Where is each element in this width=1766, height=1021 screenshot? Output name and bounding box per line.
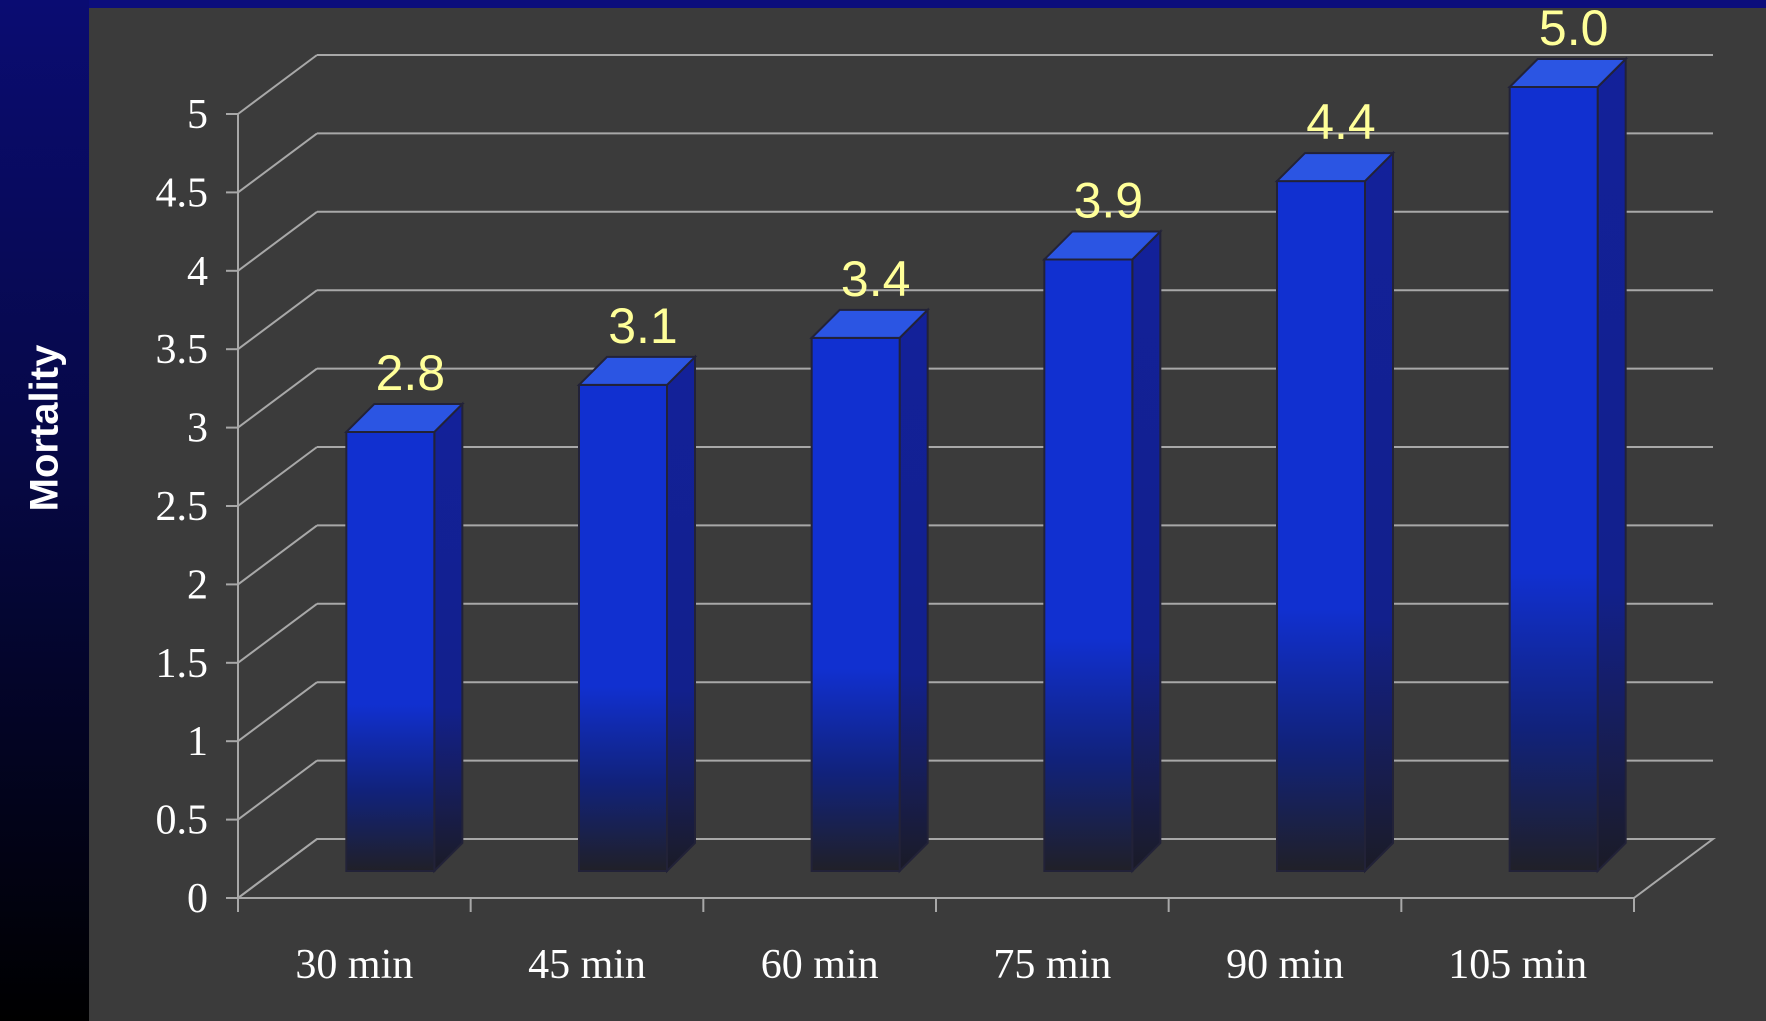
bar-front	[578, 383, 668, 872]
y-tick-label: 4.5	[156, 170, 209, 216]
data-label: 3.9	[1074, 172, 1144, 228]
bar-front	[810, 336, 901, 872]
x-tick-label: 90 min	[1226, 942, 1344, 988]
y-tick-label: 1.5	[156, 641, 209, 687]
gridline-depth	[237, 210, 318, 272]
bar-top	[809, 308, 931, 339]
gridline-depth	[237, 54, 318, 115]
bar	[343, 401, 465, 874]
y-tick-label: 5	[187, 92, 208, 138]
y-tick-label: 4	[187, 249, 208, 295]
bar	[1274, 150, 1396, 874]
bar-side	[1131, 229, 1162, 874]
data-label: 2.8	[376, 345, 446, 401]
bar-side	[666, 354, 696, 874]
bar-side	[433, 401, 464, 874]
bar-top	[1041, 230, 1163, 261]
x-tick-label: 105 min	[1448, 942, 1587, 988]
bar-front	[345, 430, 436, 872]
bar-top	[1507, 58, 1629, 88]
gridline-depth	[237, 759, 318, 821]
gridline-depth	[237, 524, 318, 586]
bar	[1041, 229, 1163, 874]
data-label: 3.1	[608, 298, 678, 354]
bar	[576, 354, 698, 874]
side-panel	[0, 0, 89, 1021]
y-tick-label: 0.5	[156, 798, 209, 844]
y-tick-label: 3.5	[156, 327, 209, 373]
x-tick-label: 75 min	[993, 942, 1111, 988]
x-tick-label: 60 min	[761, 942, 879, 988]
bars-layer	[343, 56, 1629, 874]
bar-front	[1508, 86, 1599, 872]
x-tick-label: 30 min	[295, 942, 413, 988]
data-label: 5.0	[1539, 0, 1609, 56]
data-label: 3.4	[841, 251, 911, 307]
top-strip	[89, 0, 1766, 8]
bar-front	[1276, 180, 1366, 872]
gridline-depth	[237, 602, 318, 664]
y-tick-label: 0	[187, 876, 208, 922]
bar-side	[1364, 150, 1394, 874]
gridline-depth	[237, 446, 318, 507]
labels-layer: 0 0.5 1 1.5 2 2.5 3 3.5 4 4.5 5 30 min 45 min 60 min 7…	[156, 0, 1609, 988]
y-tick-label: 3	[187, 406, 208, 452]
gridline-depth	[237, 289, 318, 351]
bar	[1507, 56, 1629, 874]
bar-front	[1043, 258, 1134, 873]
gridline-depth	[237, 838, 318, 899]
bar-top	[1274, 152, 1396, 183]
bar-side	[1596, 56, 1627, 874]
bar-top	[343, 402, 465, 433]
data-label: 4.4	[1306, 94, 1376, 150]
gridline-depth	[237, 132, 318, 194]
floor-outline	[237, 838, 1717, 899]
bar	[809, 307, 931, 874]
gridline-depth	[237, 367, 318, 429]
bar-top	[576, 355, 698, 386]
gridline-depth	[237, 681, 318, 743]
x-tick-label: 45 min	[528, 942, 646, 988]
grid-layer	[226, 54, 1717, 912]
y-tick-label: 1	[187, 719, 208, 765]
y-tick-label: 2.5	[156, 484, 209, 530]
bar-side	[898, 307, 929, 874]
y-tick-label: 2	[187, 562, 208, 608]
